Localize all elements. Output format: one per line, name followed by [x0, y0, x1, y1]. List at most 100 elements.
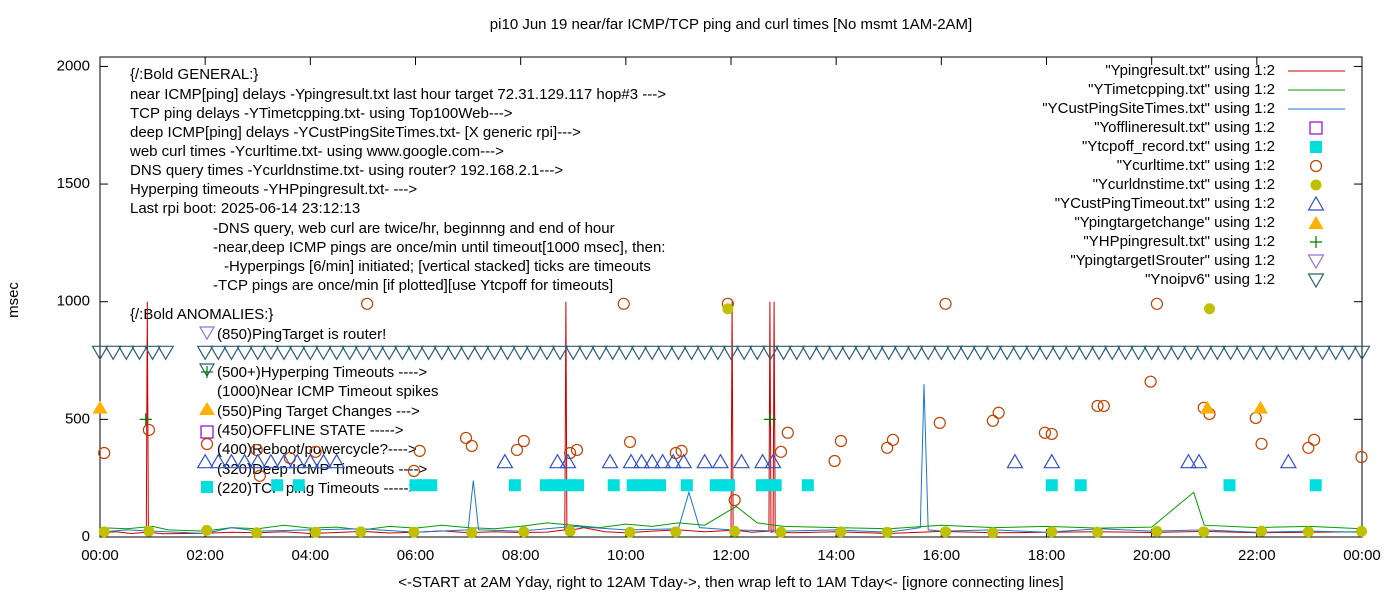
- annotation: near ICMP[ping] delays -Ypingresult.txt …: [130, 86, 666, 103]
- data-point: [1051, 345, 1069, 361]
- x-tick-label: 22:00: [1238, 547, 1276, 564]
- annotation-marker: [198, 326, 216, 341]
- series-line: [99, 301, 1363, 535]
- data-point: [420, 345, 438, 361]
- data-point: [1182, 345, 1200, 361]
- legend-key: [1307, 254, 1325, 270]
- data-point: [940, 526, 952, 538]
- data-point: [251, 527, 263, 539]
- data-point: [355, 526, 367, 538]
- data-point: [271, 479, 284, 492]
- data-point: [236, 453, 254, 469]
- data-point: [675, 444, 688, 457]
- x-tick-label: 16:00: [923, 547, 961, 564]
- data-point: [932, 345, 950, 361]
- data-point: [1103, 345, 1121, 361]
- data-point: [764, 453, 782, 469]
- data-point: [1116, 345, 1134, 361]
- annotation: Last rpi boot: 2025-06-14 23:12:13: [130, 200, 360, 217]
- data-point: [249, 453, 267, 469]
- data-point: [508, 479, 521, 492]
- data-point: [1256, 525, 1268, 537]
- legend-key: [1308, 216, 1324, 229]
- annotation: -near,deep ICMP pings are once/min until…: [213, 239, 665, 256]
- data-point: [275, 453, 293, 469]
- data-point: [840, 345, 858, 361]
- data-point: [130, 345, 148, 361]
- data-point: [880, 345, 898, 361]
- data-point: [564, 525, 576, 537]
- data-point: [644, 479, 657, 492]
- legend-key: [1310, 236, 1322, 248]
- data-point: [525, 345, 543, 361]
- data-point: [209, 345, 227, 361]
- data-point: [643, 345, 661, 361]
- annotation: Hyperping timeouts -YHPpingresult.txt- -…: [130, 181, 417, 198]
- data-point: [209, 453, 227, 469]
- annotation: web curl times -Ycurltime.txt- using www…: [129, 143, 504, 160]
- data-point: [788, 345, 806, 361]
- data-point: [998, 345, 1016, 361]
- data-point: [1045, 479, 1058, 492]
- annotation: (320)Deep ICMP Timeouts ---->: [217, 461, 427, 478]
- data-point: [853, 345, 871, 361]
- data-point: [548, 453, 567, 469]
- data-point: [711, 453, 730, 469]
- data-point: [328, 453, 346, 469]
- data-point: [987, 527, 999, 539]
- data-point: [1091, 399, 1104, 413]
- data-point: [393, 345, 411, 361]
- series-points: [139, 413, 776, 426]
- data-point: [1308, 433, 1321, 446]
- annotation: -DNS query, web curl are twice/hr, begin…: [213, 220, 615, 237]
- data-point: [906, 345, 924, 361]
- legend-label: "Yofflineresult.txt" using 1:2: [1094, 119, 1275, 136]
- data-point: [1353, 345, 1371, 361]
- data-point: [881, 441, 894, 454]
- data-point: [696, 453, 714, 469]
- data-point: [518, 526, 530, 538]
- data-point: [510, 443, 524, 457]
- annotation-marker: [198, 363, 216, 378]
- data-point: [1064, 345, 1082, 361]
- legend-label: "YTimetcpping.txt" using 1:2: [1088, 81, 1275, 98]
- data-point: [761, 345, 779, 361]
- data-point: [732, 453, 751, 469]
- data-point: [1169, 345, 1187, 361]
- data-point: [354, 345, 372, 361]
- x-tick-label: 12:00: [712, 547, 750, 564]
- data-point: [729, 525, 741, 537]
- data-point: [1340, 345, 1358, 361]
- data-point: [236, 345, 254, 361]
- data-point: [834, 434, 847, 448]
- data-point: [709, 345, 727, 361]
- data-point: [262, 453, 280, 469]
- data-point: [466, 527, 478, 539]
- annotation: deep ICMP[ping] delays -YCustPingSiteTim…: [130, 124, 581, 141]
- data-point: [1097, 399, 1110, 413]
- data-point: [664, 453, 682, 469]
- legend-label: "YpingtargetISrouter" using 1:2: [1070, 252, 1275, 269]
- data-point: [945, 345, 964, 361]
- legend-label: "Ynoipv6" using 1:2: [1145, 271, 1275, 288]
- data-point: [361, 297, 374, 310]
- x-tick-label: 04:00: [292, 547, 330, 564]
- data-point: [886, 433, 900, 446]
- data-point: [301, 345, 319, 361]
- annotation-marker: [200, 425, 214, 439]
- data-point: [314, 453, 333, 469]
- data-point: [601, 453, 619, 469]
- data-point: [1222, 345, 1240, 361]
- data-point: [654, 479, 667, 492]
- x-tick-label: 06:00: [397, 547, 435, 564]
- data-point: [722, 345, 740, 361]
- data-point: [722, 303, 734, 315]
- data-point: [98, 526, 110, 538]
- data-point: [728, 493, 741, 507]
- data-point: [881, 526, 893, 538]
- annotation: (850)PingTarget is router!: [217, 326, 386, 343]
- data-point: [1249, 411, 1262, 425]
- data-point: [1302, 526, 1314, 538]
- y-tick-label: 2000: [57, 57, 90, 74]
- data-point: [1006, 453, 1024, 469]
